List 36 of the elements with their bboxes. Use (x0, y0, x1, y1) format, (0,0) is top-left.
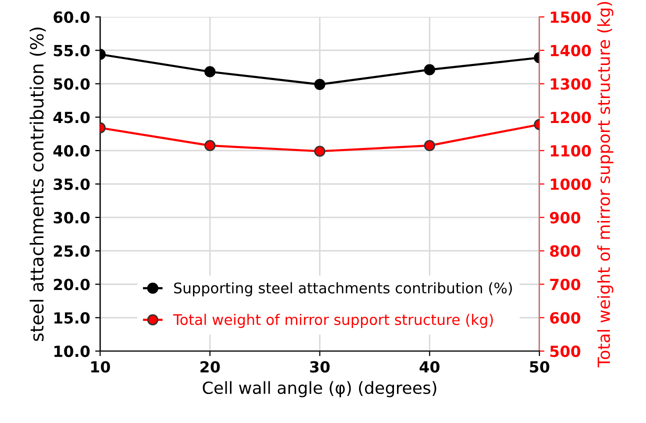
legend-label: Total weight of mirror support structure (kg) (173, 314, 493, 328)
y-tick-label: 45.0 (53, 112, 90, 124)
y-tick-label: 20.0 (54, 278, 90, 290)
y2-tick-label: 900 (550, 212, 580, 224)
x-tick-label: 20 (200, 361, 220, 373)
y2-tick-label: 1500 (550, 11, 591, 23)
x-tick-label: 10 (91, 361, 110, 373)
y2-tick-label: 1200 (550, 112, 591, 124)
y-tick-label: 15.0 (54, 312, 90, 324)
y2-tick-label: 1000 (550, 178, 591, 190)
y-tick-label: 25.0 (54, 245, 90, 257)
y2-tick-label: 500 (550, 346, 580, 358)
y-tick-label: 10.0 (54, 346, 90, 358)
point (314, 78, 326, 90)
y2-tick-label: 1100 (550, 145, 591, 157)
y2-tick-label: 1400 (550, 44, 591, 56)
point (204, 140, 216, 152)
y2-axis-title: Total weight of mirror support structure (kg) (597, 2, 614, 368)
y2-tick-label: 800 (550, 245, 580, 257)
x-tick-label: 30 (310, 361, 330, 373)
y2-tick-label: 600 (550, 312, 580, 324)
legend-label: Supporting steel attachments contribution (%) (174, 282, 512, 296)
y-tick-label: 55.0 (54, 44, 90, 56)
y-tick-label: 60.0 (54, 11, 90, 23)
y2-tick-label: 1300 (550, 78, 591, 90)
y-tick-label: 50.0 (54, 78, 90, 90)
y-tick-label: 40.0 (53, 145, 90, 157)
y-axis-title: steel attachments contribution (%) (30, 28, 46, 341)
point (314, 146, 326, 157)
x-axis-title: Cell wall angle (φ) (degrees) (202, 381, 436, 398)
y-tick-label: 30.0 (54, 212, 90, 224)
y2-tick-label: 700 (550, 278, 580, 290)
y-tick-label: 35.0 (54, 178, 90, 190)
point (204, 66, 216, 78)
x-tick-label: 50 (530, 361, 550, 373)
x-tick-label: 40 (420, 361, 440, 373)
